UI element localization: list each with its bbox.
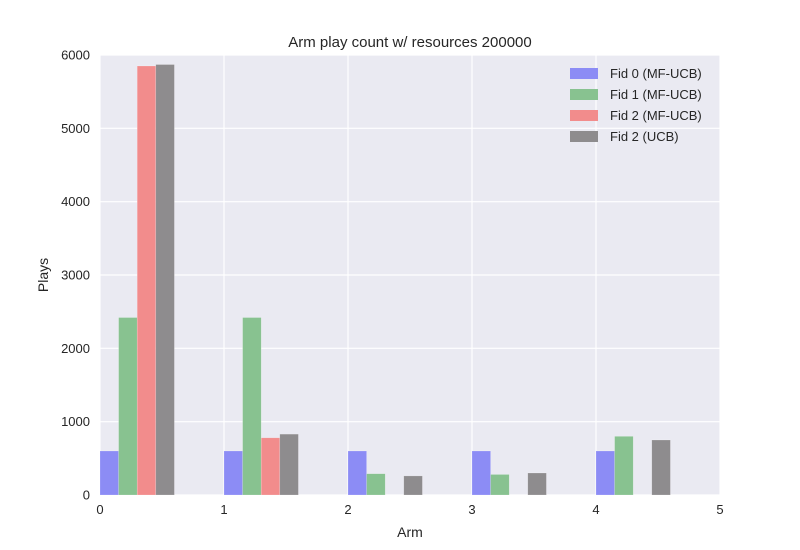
legend-label: Fid 1 (MF-UCB): [610, 87, 702, 102]
bar-series-0-arm-2: [347, 450, 367, 496]
x-tick-label: 5: [716, 502, 723, 517]
legend-label: Fid 0 (MF-UCB): [610, 66, 702, 81]
y-tick-label: 6000: [61, 48, 90, 63]
y-axis-label: Plays: [35, 258, 51, 292]
x-axis-label: Arm: [397, 524, 423, 540]
x-tick-label: 2: [344, 502, 351, 517]
y-tick-label: 2000: [61, 341, 90, 356]
bar-series-0-arm-1: [223, 450, 243, 496]
y-tick-label: 4000: [61, 194, 90, 209]
y-tick-label: 0: [83, 488, 90, 503]
legend-label: Fid 2 (UCB): [610, 129, 679, 144]
x-tick-labels: 0 1 2 3 4 5: [96, 502, 723, 517]
bar-series-2-arm-1: [260, 437, 281, 496]
y-tick-label: 5000: [61, 121, 90, 136]
bar-series-1-arm-3: [490, 474, 510, 496]
bar-series-2-arm-0: [136, 65, 157, 496]
legend-swatch: [570, 89, 598, 100]
bars-group: [99, 64, 671, 496]
grid-lines: [99, 54, 721, 496]
bar-series-0-arm-4: [595, 450, 615, 496]
bar-series-3-arm-3: [527, 472, 547, 496]
legend: Fid 0 (MF-UCB) Fid 1 (MF-UCB) Fid 2 (MF-UC…: [570, 66, 702, 144]
bar-series-0-arm-3: [471, 450, 491, 496]
y-tick-label: 3000: [61, 268, 90, 283]
y-tick-label: 1000: [61, 414, 90, 429]
legend-swatch: [570, 110, 598, 121]
x-tick-label: 3: [468, 502, 475, 517]
bar-series-1-arm-0: [118, 317, 138, 496]
bar-series-3-arm-1: [279, 433, 299, 496]
bar-series-0-arm-0: [99, 450, 119, 496]
x-tick-label: 4: [592, 502, 599, 517]
bar-series-3-arm-0: [155, 64, 175, 496]
y-tick-labels: 0 1000 2000 3000 4000 5000 6000: [61, 48, 90, 503]
chart-title: Arm play count w/ resources 200000: [288, 34, 531, 51]
x-tick-label: 1: [220, 502, 227, 517]
x-tick-label: 0: [96, 502, 103, 517]
legend-swatch: [570, 68, 598, 79]
bar-series-1-arm-4: [614, 436, 634, 496]
bar-series-3-arm-4: [651, 439, 671, 496]
bar-series-1-arm-1: [242, 317, 262, 496]
bar-series-3-arm-2: [403, 475, 423, 496]
legend-label: Fid 2 (MF-UCB): [610, 108, 702, 123]
legend-swatch: [570, 131, 598, 142]
bar-series-1-arm-2: [366, 473, 386, 496]
